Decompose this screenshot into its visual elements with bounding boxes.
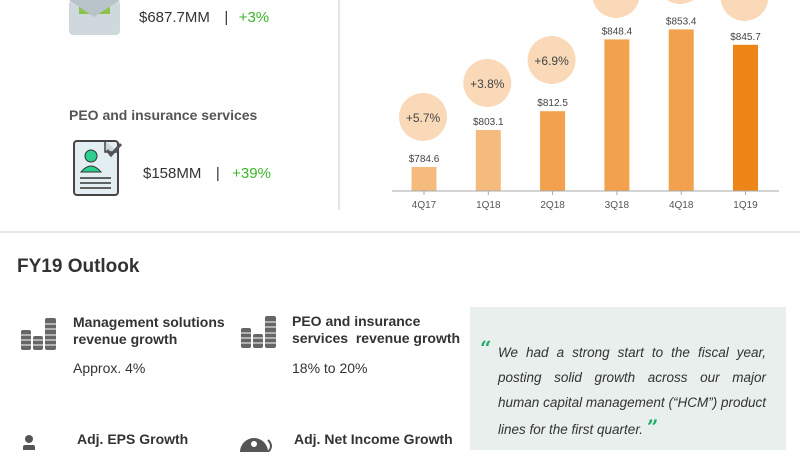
separator: | [215,165,220,182]
value-label: $803.1 [473,117,504,128]
outlook-peo-heading: PEO and insurance services revenue growt… [292,313,461,346]
x-tick-label: 3Q18 [605,200,630,211]
peo-segment-label: PEO and insurance services [69,107,258,123]
horizontal-divider [0,231,800,233]
x-tick-label: 4Q17 [412,200,437,211]
growth-bubble [666,0,694,4]
revenue-bar-chart: +5.7% $784.6 4Q17 +3.8% $803.1 1Q18 +6.9% $812.… [392,0,779,211]
bar [475,130,501,191]
vertical-divider [338,0,340,210]
separator: | [224,9,229,26]
ceo-quote: “We had a strong start to the fiscal yea… [480,336,766,442]
outlook-net-income-heading: Adj. Net Income Growth [294,431,453,447]
x-tick-label: 4Q18 [669,200,694,211]
growth-label: +3.8% [470,77,505,91]
growth-bubble [720,0,769,21]
peo-revenue-value: $158MM [143,165,202,182]
management-revenue-value: $687.7MM [139,9,210,26]
management-growth: +3% [238,9,270,26]
growth-label: +6.9% [534,54,569,68]
bar [668,29,694,192]
growth-bubble [527,36,576,84]
person-icon [21,434,37,455]
x-tick-label: 1Q18 [476,200,501,211]
bar [411,167,437,191]
growth-bubble [399,93,447,141]
growth-bubble [463,59,512,107]
quote-text: We had a strong start to the fiscal year… [498,345,766,437]
value-label: $848.4 [602,26,633,37]
x-tick-label: 2Q18 [540,200,565,211]
outlook-management-heading: Management solutions revenue growth [73,314,225,347]
gauge-icon [240,436,276,457]
value-label: $812.5 [537,98,568,109]
bar [540,111,566,191]
outlook-management-value: Approx. 4% [73,360,146,376]
bar [604,39,630,192]
document-person-icon [73,140,125,196]
coins-icon [21,318,57,357]
growth-bubble [592,0,640,18]
bar [733,44,758,191]
value-label: $853.4 [666,16,697,27]
outlook-peo-value: 18% to 20% [292,360,368,376]
coins-icon [241,316,277,355]
quote-box: “We had a strong start to the fiscal yea… [470,307,786,450]
outlook-title: FY19 Outlook [17,256,140,277]
x-tick-label: 1Q19 [733,200,758,211]
open-quote-icon: “ [480,336,492,360]
money-envelope-icon [69,0,120,35]
value-label: $845.7 [730,32,761,43]
peo-growth: +39% [232,165,271,182]
close-quote-icon: ” [646,415,659,439]
outlook-eps-heading: Adj. EPS Growth [77,431,189,447]
value-label: $784.6 [409,154,440,165]
growth-label: +5.7% [406,111,441,125]
